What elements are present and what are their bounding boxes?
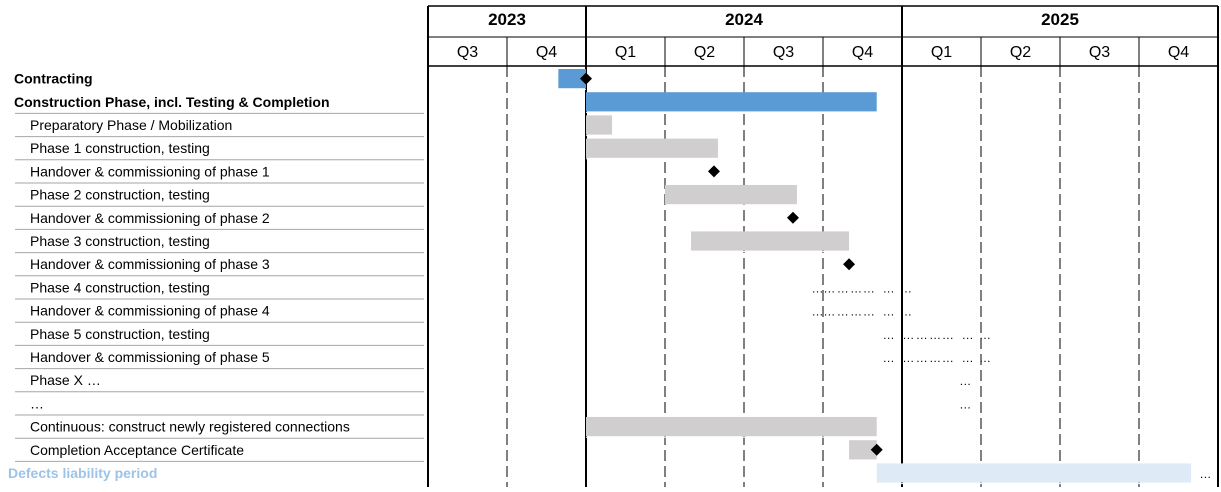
ellipsis-marker: … [1199, 467, 1211, 481]
ellipsis-marker: … [811, 281, 823, 295]
ellipsis-marker: … [959, 397, 971, 411]
quarter-label: Q1 [615, 44, 636, 61]
ellipsis-marker: … [979, 328, 991, 342]
ellipsis-marker: … [900, 305, 912, 319]
quarter-label: Q4 [536, 44, 557, 61]
grid [427, 66, 1219, 487]
timeline-header: 2023 Q3 Q4 2024 Q1 Q2 Q3 Q4 2025 Q1 Q2 Q3 Q4 [427, 5, 1219, 67]
ellipsis-marker: … [929, 328, 941, 342]
task-label: Handover & commissioning of phase 2 [30, 210, 270, 226]
task-bar [558, 69, 586, 89]
ellipsis-marker: … [837, 305, 849, 319]
quarter-label: Q3 [773, 44, 794, 61]
ellipsis-marker: … [823, 281, 835, 295]
task-label: Phase 1 construction, testing [30, 140, 210, 156]
milestone-diamond [786, 211, 799, 224]
quarter-label: Q2 [1010, 44, 1031, 61]
year-label: 2023 [488, 10, 526, 29]
quarter-label: Q2 [694, 44, 715, 61]
task-label: Handover & commissioning of phase 4 [30, 303, 270, 319]
ellipsis-marker: … [850, 281, 862, 295]
ellipsis-marker: … [883, 281, 895, 295]
ellipsis-marker: … [902, 328, 914, 342]
ellipsis-marker: … [916, 328, 928, 342]
ellipsis-marker: … [959, 374, 971, 388]
task-bar [665, 185, 797, 205]
quarter-label: Q1 [931, 44, 952, 61]
ellipsis-marker: … [962, 328, 974, 342]
ellipsis-marker: … [916, 351, 928, 365]
ellipsis-marker: … [942, 351, 954, 365]
ellipsis-marker: … [883, 305, 895, 319]
task-label: Handover & commissioning of phase 1 [30, 163, 270, 179]
task-label: Phase 4 construction, testing [30, 279, 210, 295]
milestone-diamond [707, 165, 720, 178]
ellipsis-marker: … [942, 328, 954, 342]
quarter-label: Q4 [1168, 44, 1189, 61]
quarter-label: Q3 [1089, 44, 1110, 61]
milestone-diamond [843, 258, 856, 271]
task-labels: Contracting Construction Phase, incl. Tes… [8, 71, 424, 481]
milestone-diamond [580, 72, 592, 85]
task-bar [586, 417, 877, 437]
task-label: Phase X … [30, 372, 101, 388]
ellipsis-marker: … [883, 328, 895, 342]
quarter-label: Q4 [852, 44, 873, 61]
task-label: Continuous: construct newly registered c… [30, 419, 350, 435]
task-bar [586, 92, 877, 112]
ellipsis-marker: … [811, 305, 823, 319]
task-bar [849, 440, 877, 460]
task-label: Contracting [14, 71, 93, 87]
task-label: Handover & commissioning of phase 3 [30, 256, 270, 272]
ellipsis-marker: … [929, 351, 941, 365]
ellipsis-markers: ………………………………………………………………………………… [811, 281, 1211, 481]
ellipsis-marker: … [823, 305, 835, 319]
ellipsis-marker: … [863, 281, 875, 295]
milestones [580, 72, 883, 456]
task-bar [691, 231, 850, 251]
task-bar [876, 463, 1192, 483]
task-label: Phase 5 construction, testing [30, 326, 210, 342]
task-bar [586, 115, 613, 135]
ellipsis-marker: … [863, 305, 875, 319]
ellipsis-marker: … [962, 351, 974, 365]
year-label: 2025 [1041, 10, 1079, 29]
bars [558, 69, 1192, 485]
quarter-label: Q3 [457, 44, 478, 61]
ellipsis-marker: … [979, 351, 991, 365]
task-bar [586, 138, 718, 158]
task-label: Phase 2 construction, testing [30, 187, 210, 203]
task-label: Preparatory Phase / Mobilization [30, 117, 232, 133]
ellipsis-marker: … [883, 351, 895, 365]
task-label: … [30, 395, 44, 411]
task-label: Defects liability period [8, 465, 157, 481]
task-label: Completion Acceptance Certificate [30, 442, 244, 458]
ellipsis-marker: … [850, 305, 862, 319]
milestone-diamond [870, 443, 883, 456]
ellipsis-marker: … [837, 281, 849, 295]
task-label: Handover & commissioning of phase 5 [30, 349, 270, 365]
ellipsis-marker: … [902, 351, 914, 365]
year-label: 2024 [725, 10, 763, 29]
task-label: Construction Phase, incl. Testing & Comp… [14, 94, 330, 110]
task-label: Phase 3 construction, testing [30, 233, 210, 249]
ellipsis-marker: … [900, 281, 912, 295]
